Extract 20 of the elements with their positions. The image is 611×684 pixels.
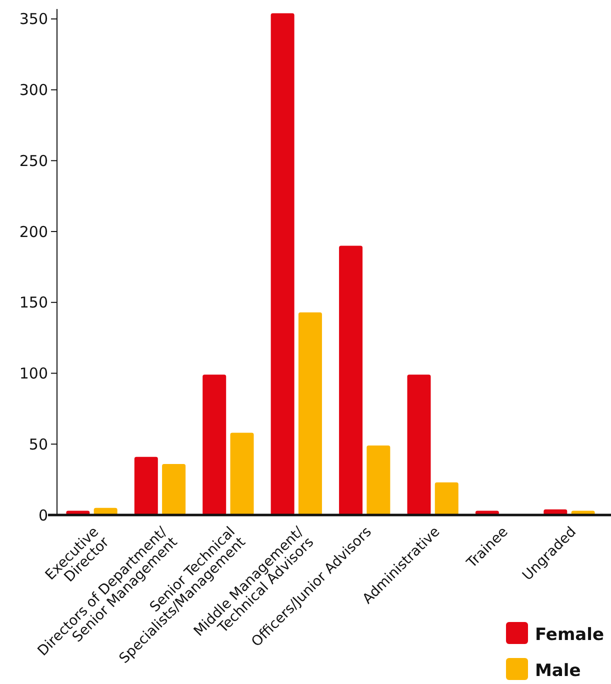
bar (134, 456, 158, 515)
bar (366, 446, 390, 515)
y-tick-label: 0 (38, 506, 48, 524)
legend-label: Male (535, 661, 581, 681)
y-tick-label: 300 (19, 81, 48, 100)
bar (230, 432, 254, 515)
y-tick-label: 50 (28, 435, 48, 454)
y-tick-label: 100 (19, 364, 48, 383)
bar (162, 464, 186, 515)
bar (298, 312, 322, 515)
legend-label: Female (535, 625, 604, 645)
bar (202, 374, 226, 515)
y-tick-label: 150 (19, 294, 48, 312)
y-tick-label: 200 (19, 222, 48, 241)
bar (407, 374, 431, 515)
y-tick-label: 250 (19, 152, 48, 170)
y-tick-label: 350 (19, 10, 48, 28)
bar (434, 482, 458, 515)
bar (270, 13, 294, 515)
bar (339, 246, 363, 515)
